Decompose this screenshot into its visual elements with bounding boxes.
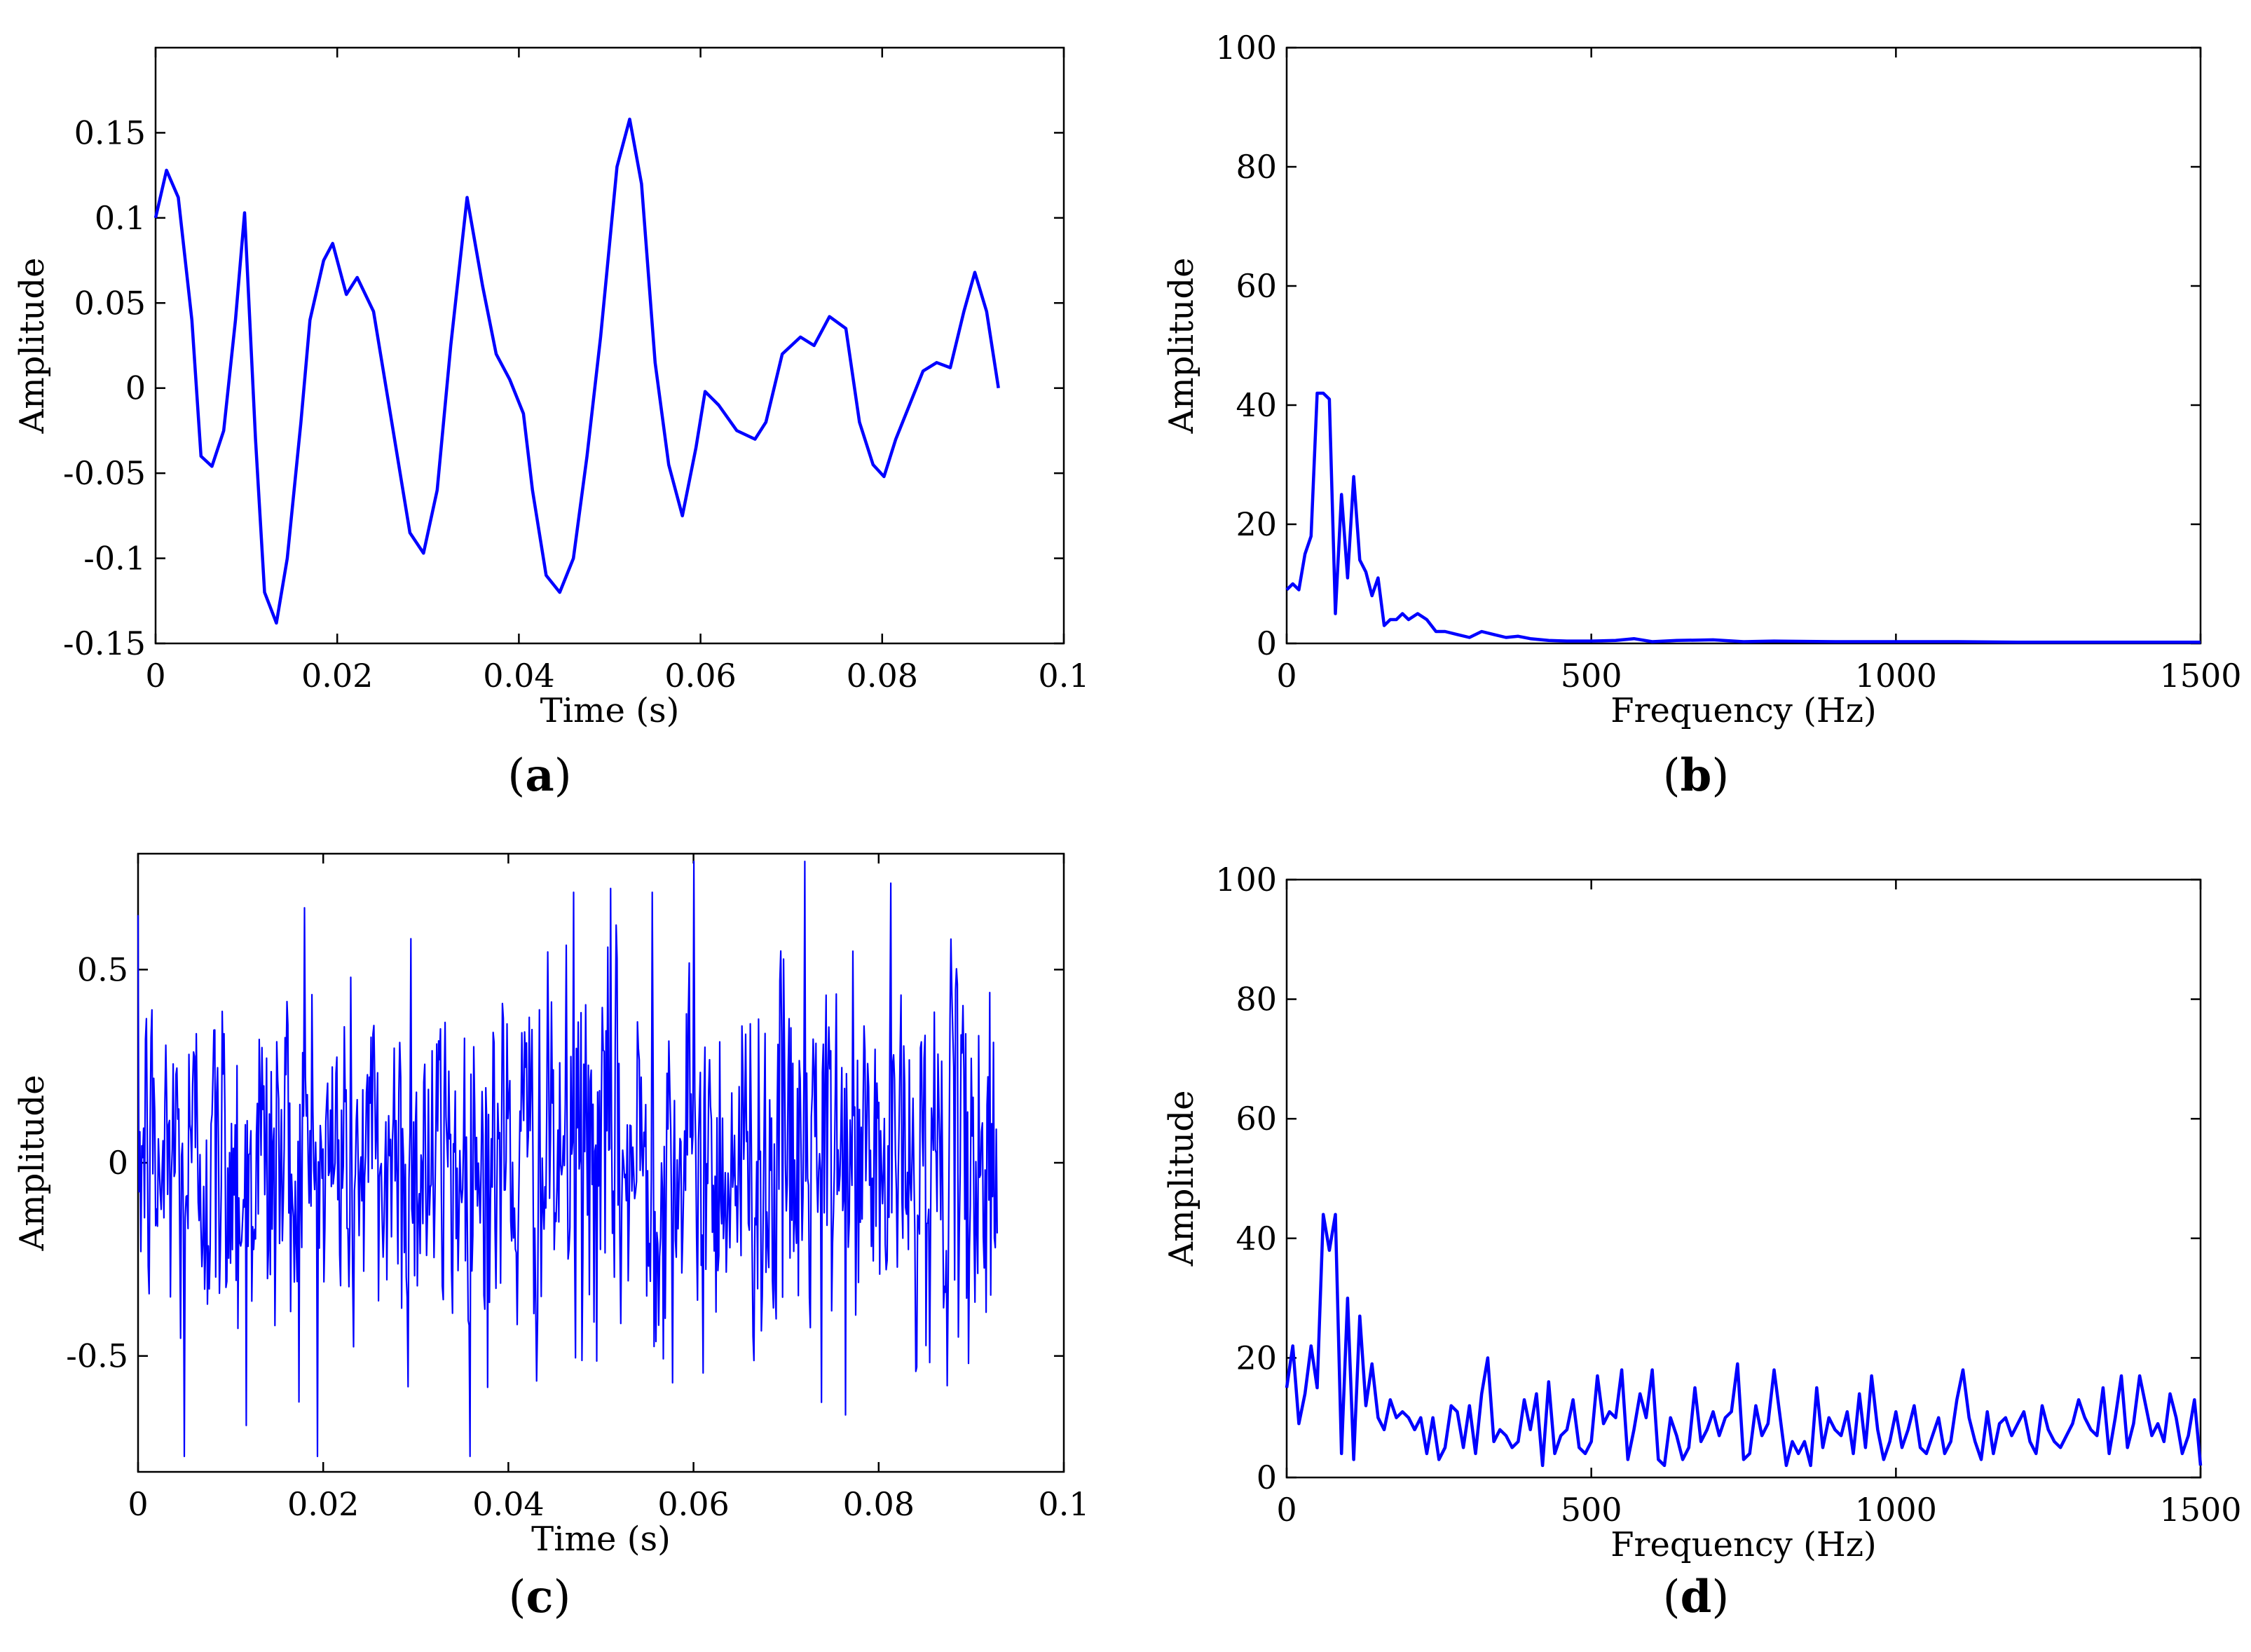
x-tick-label: 0.04	[483, 657, 554, 695]
y-tick-label: 20	[1236, 505, 1277, 543]
plot-frame	[1285, 878, 2202, 1479]
y-tick-label: -0.1	[83, 540, 146, 578]
panel-label: (d)	[1663, 1571, 1730, 1623]
series-line	[153, 117, 1000, 625]
panel-label-close: )	[1711, 750, 1729, 802]
panel-label-open: (	[1663, 1571, 1681, 1623]
y-tick-label: 80	[1236, 148, 1277, 186]
series-line	[137, 860, 998, 1457]
x-axis-label: Frequency (Hz)	[1610, 1525, 1876, 1564]
panel-label-open: (	[509, 1571, 526, 1623]
x-tick-label: 1500	[2159, 657, 2241, 695]
panel-label-close: )	[1711, 1571, 1729, 1623]
x-tick-label: 0.1	[1038, 657, 1089, 695]
series-line	[1285, 1213, 2203, 1468]
x-tick-label: 0	[145, 657, 165, 695]
x-tick-label: 0.04	[472, 1485, 544, 1523]
panel-label-open: (	[1663, 750, 1681, 802]
x-tick-label: 500	[1561, 657, 1622, 695]
y-axis-label: Amplitude	[1162, 1091, 1201, 1267]
y-tick-label: -0.5	[66, 1337, 128, 1375]
y-tick-label: 0	[1257, 624, 1277, 662]
x-axis-label: Time (s)	[540, 691, 680, 730]
y-tick-label: 100	[1215, 29, 1277, 67]
panel-label-letter: a	[525, 749, 554, 802]
y-tick-label: 60	[1236, 1100, 1277, 1138]
y-tick-label: -0.15	[63, 624, 146, 662]
x-axis-label: Time (s)	[531, 1520, 671, 1559]
panel-label: (b)	[1663, 749, 1730, 802]
panel-label: (a)	[507, 749, 571, 802]
plot-frame	[1285, 46, 2202, 645]
x-tick-label: 0	[1276, 1491, 1296, 1529]
panel-label-open: (	[507, 750, 525, 802]
panel-label-letter: d	[1681, 1571, 1712, 1623]
y-axis-label: Amplitude	[13, 1075, 52, 1252]
y-tick-label: 0.5	[77, 950, 128, 988]
x-tick-label: 500	[1561, 1491, 1622, 1529]
y-tick-label: 0.05	[74, 284, 146, 322]
x-tick-label: 1500	[2159, 1491, 2241, 1529]
chart-panel-c: 0 0.02 0.04 0.06 0.08 0.1 -0.5 0 0.5 Time (s) Ampl…	[13, 852, 1090, 1623]
panel-label: (c)	[509, 1571, 571, 1623]
chart-panel-d: 0 500 1000 1500 0 20 40 60 80 100 Frequency (Hz) Am…	[1162, 861, 2242, 1623]
y-tick-label: 40	[1236, 1220, 1277, 1257]
series-line	[1285, 391, 2201, 644]
chart-panel-a: 0 0.02 0.04 0.06 0.08 0.1 -0.15 -0.1 -0.05 0 0.05 0…	[13, 46, 1090, 802]
y-axis-label: Amplitude	[1162, 258, 1201, 435]
x-tick-label: 0	[1276, 657, 1296, 695]
x-axis-label: Frequency (Hz)	[1610, 691, 1876, 730]
x-tick-label: 0.02	[287, 1485, 359, 1523]
y-tick-label: 0.1	[95, 199, 146, 237]
y-axis-label: Amplitude	[13, 258, 52, 435]
plot-frame	[154, 46, 1065, 645]
y-tick-label: 0.15	[74, 114, 146, 151]
x-tick-label: 0.1	[1038, 1485, 1089, 1523]
y-tick-label: 100	[1215, 861, 1277, 899]
panel-label-close: )	[554, 750, 572, 802]
y-tick-label: 0	[108, 1144, 128, 1182]
x-tick-label: 1000	[1855, 1491, 1937, 1529]
panel-label-letter: b	[1681, 749, 1712, 802]
x-tick-label: 0.08	[843, 1485, 915, 1523]
y-tick-label: 20	[1236, 1339, 1277, 1377]
panel-label-letter: c	[526, 1571, 554, 1623]
y-tick-label: 0	[125, 369, 146, 407]
y-tick-label: -0.05	[63, 454, 146, 492]
x-tick-label: 1000	[1855, 657, 1937, 695]
y-tick-label: 0	[1257, 1459, 1277, 1496]
x-tick-label: 0.08	[847, 657, 918, 695]
y-tick-label: 60	[1236, 267, 1277, 305]
y-tick-label: 40	[1236, 386, 1277, 424]
x-tick-label: 0.06	[657, 1485, 729, 1523]
panel-label-close: )	[553, 1571, 570, 1623]
x-tick-label: 0.02	[301, 657, 373, 695]
x-tick-label: 0	[128, 1485, 148, 1523]
chart-panel-b: 0 500 1000 1500 0 20 40 60 80 100 Frequency (Hz) Am…	[1162, 29, 2242, 802]
x-tick-label: 0.06	[664, 657, 736, 695]
y-tick-label: 80	[1236, 981, 1277, 1018]
